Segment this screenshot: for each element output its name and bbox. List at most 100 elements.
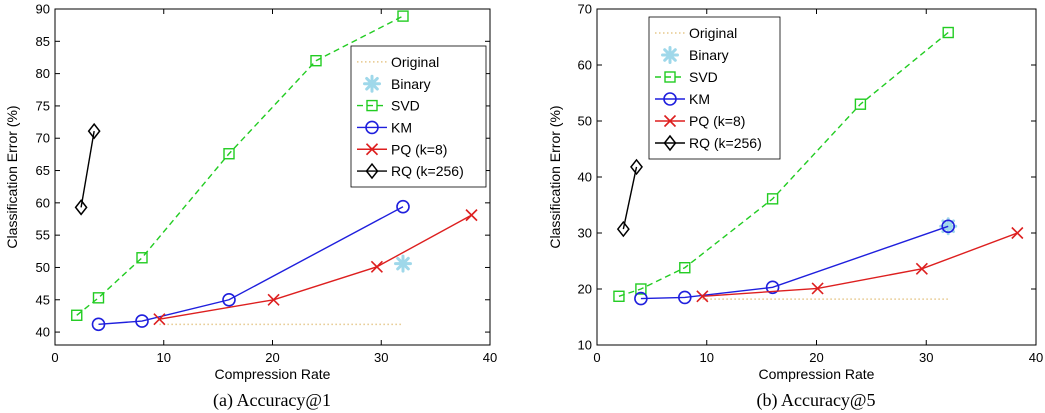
y-tick-label: 50: [36, 260, 50, 275]
legend-swatch-marker: [365, 143, 379, 156]
x-axis-label: Compression Rate: [759, 366, 875, 382]
legend-label: RQ (k=256): [391, 163, 464, 179]
legend-label: Original: [689, 25, 737, 41]
x-tick-label: 10: [157, 350, 171, 365]
x-tick-label: 0: [51, 350, 58, 365]
legend-swatch-marker: [663, 114, 677, 128]
data-point: [634, 291, 648, 306]
data-point: [677, 290, 692, 305]
series-svd: [613, 26, 954, 302]
data-point: [465, 209, 478, 222]
legend-swatch-marker: [661, 46, 679, 64]
y-tick-label: 70: [578, 2, 592, 17]
y-tick-label: 75: [36, 98, 50, 113]
legend: Original Binary SVD KM PQ (k=8) RQ (k=256): [350, 45, 487, 188]
caption: (b) Accuracy@5: [756, 390, 875, 411]
data-point: [71, 309, 83, 321]
data-point: [765, 280, 780, 295]
y-tick-label: 70: [36, 131, 50, 146]
legend-swatch-marker: [365, 162, 379, 180]
y-tick-label: 55: [36, 228, 50, 243]
data-point: [136, 252, 148, 264]
y-axis-label: Classification Error (%): [547, 105, 563, 248]
y-tick-label: 60: [578, 58, 592, 73]
series-rq-k-256: [74, 122, 101, 216]
x-tick-label: 0: [593, 350, 600, 365]
y-tick-label: 45: [36, 292, 50, 307]
legend-label: KM: [689, 91, 710, 107]
series-line: [98, 206, 404, 326]
y-tick-label: 10: [578, 338, 592, 353]
data-point: [87, 122, 101, 140]
x-tick-label: 30: [919, 350, 933, 365]
legend-swatch-marker: [663, 134, 677, 152]
data-point: [941, 219, 956, 234]
legend-label: RQ (k=256): [689, 135, 762, 151]
legend-label: PQ (k=8): [391, 141, 447, 157]
data-point: [396, 199, 410, 214]
legend-swatch-marker: [366, 99, 378, 112]
legend-label: KM: [391, 119, 412, 135]
legend-label: SVD: [391, 98, 420, 114]
legend-swatch-marker: [365, 120, 379, 135]
series-binary: [394, 254, 412, 273]
data-point: [854, 98, 867, 110]
y-tick-label: 40: [36, 325, 50, 340]
series-line: [702, 232, 1018, 297]
series-line: [640, 225, 949, 300]
data-point: [370, 260, 383, 273]
legend-label: Original: [391, 54, 439, 70]
data-point: [74, 199, 88, 216]
data-point: [91, 317, 106, 332]
data-point: [635, 283, 647, 295]
y-tick-label: 85: [36, 34, 50, 49]
data-point: [942, 26, 954, 39]
legend-label: PQ (k=8): [689, 113, 745, 129]
series-line: [76, 15, 404, 316]
data-point: [267, 293, 280, 306]
series-rq-k-256: [616, 158, 643, 238]
y-tick-label: 40: [578, 170, 592, 185]
data-point: [915, 262, 928, 275]
y-tick-label: 65: [36, 163, 50, 178]
chart-1: 0 10 20 30 40 40 45 50 55 60 65 70 75 80 85 90 Compressi…: [4, 2, 497, 412]
y-tick-label: 50: [578, 114, 592, 129]
y-tick-label: 60: [36, 195, 50, 210]
legend: Original Binary SVD KM PQ (k=8) RQ (k=256): [648, 16, 781, 160]
data-point: [616, 220, 630, 238]
data-point: [394, 254, 412, 273]
data-point: [92, 292, 105, 304]
caption: (a) Accuracy@1: [213, 390, 331, 411]
series-line: [618, 31, 949, 297]
series-km: [634, 219, 956, 306]
data-point: [630, 158, 643, 176]
x-tick-label: 20: [809, 350, 823, 365]
legend-label: Binary: [689, 47, 729, 63]
data-point: [397, 10, 409, 22]
x-axis-label: Compression Rate: [215, 366, 331, 382]
series-svd: [71, 10, 409, 321]
data-point: [811, 282, 824, 295]
series-pq-k-8: [696, 226, 1024, 303]
data-point: [222, 292, 236, 307]
series-line: [80, 131, 95, 208]
series-line: [622, 166, 638, 230]
data-point: [153, 313, 166, 326]
series-line: [159, 214, 472, 320]
data-point: [223, 148, 235, 160]
y-tick-label: 30: [578, 226, 592, 241]
data-point: [679, 262, 691, 274]
y-tick-label: 90: [36, 2, 50, 17]
y-axis-label: Classification Error (%): [4, 105, 20, 248]
series-pq-k-8: [153, 209, 478, 326]
data-point: [1011, 226, 1024, 240]
series-km: [91, 199, 410, 332]
legend-label: Binary: [391, 76, 431, 92]
y-tick-label: 80: [36, 66, 50, 81]
x-tick-label: 20: [265, 350, 279, 365]
x-tick-label: 30: [374, 350, 388, 365]
data-point: [613, 290, 625, 302]
data-point: [766, 193, 779, 205]
